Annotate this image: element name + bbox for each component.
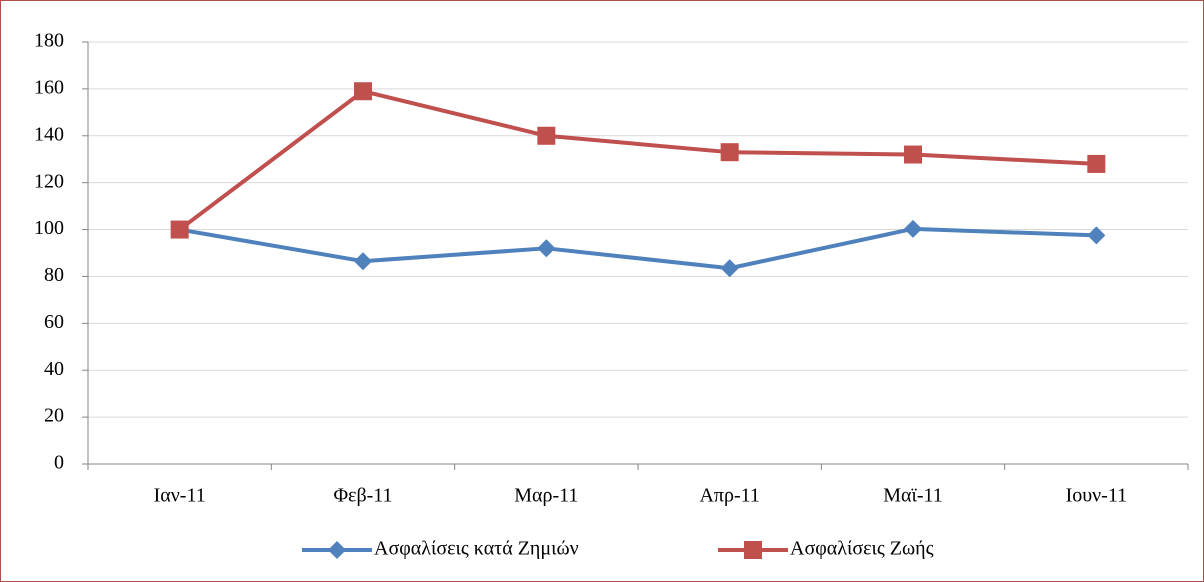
data-point xyxy=(904,145,922,164)
legend-label: Ασφαλίσεις Ζωής xyxy=(790,538,934,560)
x-tick-label: Μαϊ-11 xyxy=(883,485,943,507)
data-point xyxy=(904,219,922,238)
data-point xyxy=(720,143,739,162)
data-point xyxy=(537,126,556,145)
y-tick-label: 180 xyxy=(34,30,64,52)
data-point xyxy=(170,220,189,239)
data-point xyxy=(537,239,556,258)
data-point xyxy=(720,259,739,278)
y-tick-label: 60 xyxy=(44,311,64,333)
y-tick-label: 100 xyxy=(34,217,64,239)
legend-label: Ασφαλίσεις κατά Ζημιών xyxy=(374,538,579,560)
y-tick-label: 140 xyxy=(34,123,64,145)
y-tick-label: 160 xyxy=(34,76,64,98)
x-tick-label: Ιαν-11 xyxy=(154,485,206,507)
x-tick-label: Φεβ-11 xyxy=(333,485,392,507)
data-point xyxy=(354,82,372,101)
x-tick-label: Απρ-11 xyxy=(699,485,759,507)
data-point xyxy=(354,252,372,271)
data-point xyxy=(1087,154,1106,173)
data-point xyxy=(1087,226,1106,245)
y-tick-label: 120 xyxy=(34,170,64,192)
y-tick-label: 20 xyxy=(44,405,64,427)
legend-marker xyxy=(328,541,346,559)
y-tick-label: 0 xyxy=(54,452,64,474)
series-line xyxy=(179,226,1097,271)
series-line xyxy=(178,89,1097,232)
x-tick-label: Ιουν-11 xyxy=(1066,485,1128,507)
legend-marker xyxy=(744,541,762,559)
y-tick-label: 40 xyxy=(44,358,64,380)
x-tick-label: Μαρ-11 xyxy=(514,485,578,507)
y-tick-label: 80 xyxy=(44,264,64,286)
